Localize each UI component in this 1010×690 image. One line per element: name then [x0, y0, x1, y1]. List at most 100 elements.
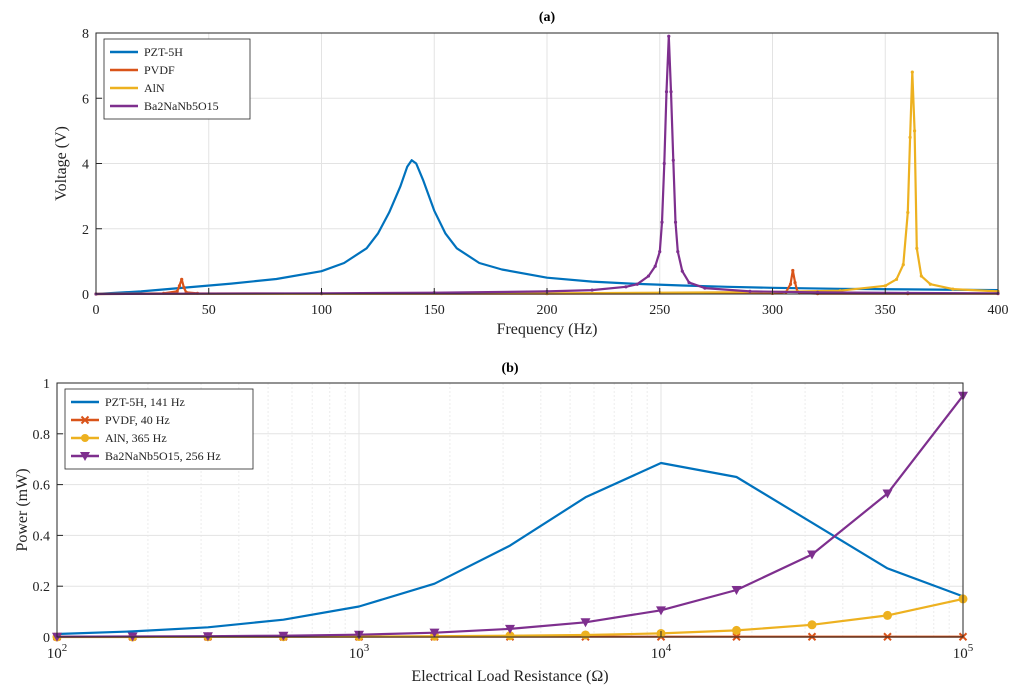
data-point	[793, 280, 797, 285]
y-tick-label: 6	[82, 92, 89, 107]
legend-item: PZT-5H	[110, 45, 183, 59]
x-tick-label: 400	[988, 303, 1009, 318]
x-tick-label: 250	[649, 303, 670, 318]
y-tick-label: 1	[43, 377, 50, 392]
data-point	[653, 264, 657, 268]
data-point	[658, 249, 662, 254]
series-line	[95, 71, 999, 296]
data-point	[646, 274, 651, 278]
x-tick-label: 105	[953, 642, 974, 662]
data-point	[928, 282, 932, 286]
data-point	[671, 158, 675, 162]
legend-label: AlN	[144, 81, 165, 95]
x-tick-label: 200	[537, 303, 558, 318]
data-point	[731, 586, 742, 596]
y-tick-label: 0	[82, 288, 89, 303]
x-tick-label: 104	[651, 642, 672, 662]
legend-label: Ba2NaNb5O15, 256 Hz	[105, 449, 221, 463]
data-point	[660, 220, 664, 224]
legend-label: Ba2NaNb5O15	[144, 99, 219, 113]
series-1	[56, 461, 964, 636]
data-point	[883, 284, 887, 288]
legend-label: AlN, 365 Hz	[105, 431, 167, 445]
data-point	[664, 90, 669, 94]
data-point	[175, 289, 179, 293]
data-point	[656, 606, 666, 616]
x-tick-label: 50	[202, 303, 216, 318]
data-point	[791, 268, 795, 273]
data-point	[504, 624, 515, 634]
data-point	[703, 286, 707, 290]
data-point	[732, 625, 742, 635]
data-point	[915, 246, 919, 250]
data-point	[882, 489, 893, 499]
chart-title: (a)	[539, 10, 556, 25]
data-point	[278, 631, 289, 641]
data-point	[669, 90, 673, 94]
data-point	[680, 269, 684, 273]
data-point	[624, 285, 628, 289]
legend-item: PVDF, 40 Hz	[71, 413, 170, 427]
data-point	[687, 280, 691, 285]
legend-marker	[80, 452, 90, 461]
data-point	[807, 550, 818, 560]
legend-item: Ba2NaNb5O15	[110, 99, 219, 113]
y-tick-label: 0.8	[33, 428, 51, 443]
data-point	[910, 70, 914, 74]
data-point	[748, 289, 752, 293]
legend-label: PVDF	[144, 63, 175, 77]
data-point	[635, 282, 639, 286]
data-point	[590, 288, 594, 292]
legend-label: PZT-5H	[144, 45, 183, 59]
series-4	[52, 391, 968, 642]
data-point	[182, 285, 186, 290]
y-tick-label: 0.6	[33, 479, 51, 494]
legend: PZT-5H, 141 Hz PVDF, 40 Hz AlN, 365 Hz Ba2N…	[64, 388, 254, 470]
legend-item: PZT-5H, 141 Hz	[71, 395, 185, 409]
legend-label: PVDF, 40 Hz	[105, 413, 170, 427]
data-point	[662, 161, 666, 166]
data-point	[788, 282, 793, 286]
legend-item: AlN	[110, 81, 165, 95]
x-tick-label: 150	[424, 303, 445, 318]
y-axis-label: Power (mW)	[14, 468, 31, 551]
legend: PZT-5H PVDF AlN Ba2NaNb5O15	[103, 38, 251, 120]
data-point	[177, 284, 182, 288]
data-point	[882, 610, 892, 620]
x-axis-label: Electrical Load Resistance (Ω)	[411, 668, 608, 685]
data-point	[912, 129, 917, 133]
data-point	[894, 277, 899, 281]
data-point	[919, 274, 923, 278]
data-point	[906, 210, 910, 215]
y-tick-label: 0.2	[33, 580, 51, 595]
legend-item: Ba2NaNb5O15, 256 Hz	[71, 449, 221, 463]
axes-box	[56, 382, 964, 638]
x-tick-label: 0	[93, 303, 100, 318]
x-tick-label: 103	[349, 642, 370, 662]
chart-title: (b)	[501, 361, 518, 376]
y-tick-label: 4	[82, 158, 89, 173]
data-point	[816, 290, 820, 294]
data-point	[676, 249, 680, 254]
chart-panel-a: 0 50 100 150 200 250 300 350 400 0 2 4 6 8 Frequency (…	[53, 10, 1009, 338]
y-tick-label: 2	[82, 223, 89, 238]
series-4	[94, 34, 1000, 296]
data-point	[429, 628, 440, 638]
data-point	[901, 263, 905, 267]
data-point	[667, 34, 671, 38]
y-tick-label: 8	[82, 27, 89, 42]
data-point	[951, 287, 955, 291]
x-tick-label: 350	[875, 303, 896, 318]
data-point	[807, 620, 817, 630]
x-tick-label: 300	[762, 303, 783, 318]
data-point	[180, 277, 184, 281]
y-tick-label: 0.4	[33, 529, 51, 544]
x-tick-label: 102	[47, 642, 68, 662]
legend-marker	[80, 415, 90, 425]
chart-panel-b: 102 103 104 105 0 0.2 0.4 0.6 0.8 1 Electrical Loa…	[14, 361, 974, 685]
data-point	[908, 135, 912, 139]
legend-item: AlN, 365 Hz	[71, 431, 167, 445]
data-point	[580, 618, 591, 628]
series-line	[56, 461, 964, 636]
